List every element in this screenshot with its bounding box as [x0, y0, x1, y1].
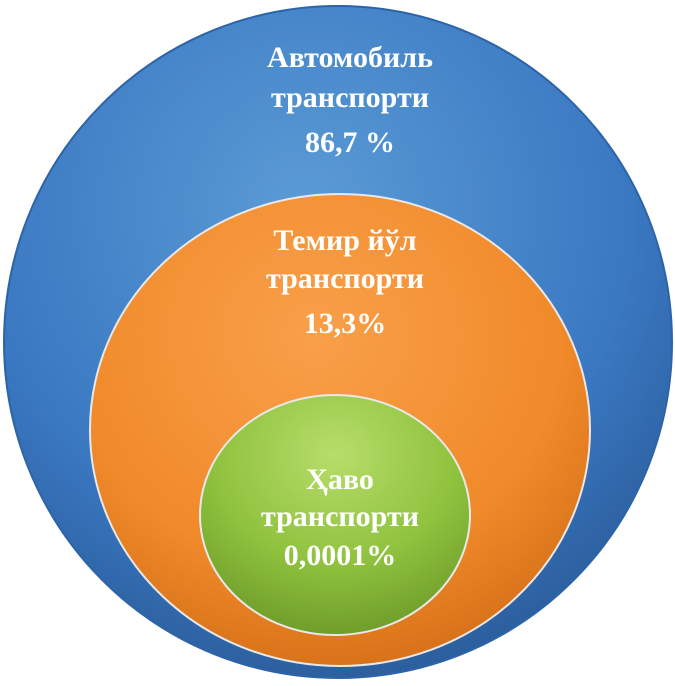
- inner-circle: [199, 394, 471, 636]
- node-value: 86,7 %: [305, 126, 395, 159]
- node-label: Автомобиль: [267, 41, 433, 74]
- node-label: Ҳаво: [306, 463, 374, 496]
- node-label: транспорти: [266, 262, 424, 295]
- node-label: транспорти: [261, 500, 419, 533]
- node-label: Темир йўл: [273, 224, 416, 257]
- node-value: 0,0001%: [284, 539, 397, 572]
- node-label: транспорти: [271, 81, 429, 114]
- node-value: 13,3%: [304, 307, 387, 340]
